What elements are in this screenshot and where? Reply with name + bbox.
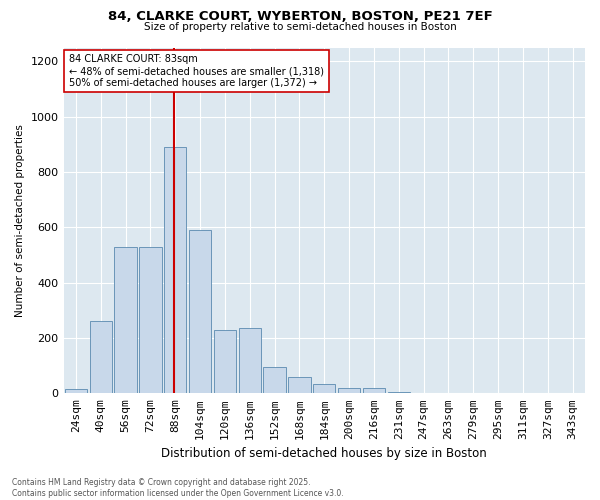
Bar — [164, 147, 187, 394]
Bar — [412, 393, 435, 394]
Text: 84 CLARKE COURT: 83sqm
← 48% of semi-detached houses are smaller (1,318)
50% of : 84 CLARKE COURT: 83sqm ← 48% of semi-det… — [69, 54, 324, 88]
Bar — [65, 389, 87, 394]
Bar — [313, 384, 335, 394]
Bar — [388, 392, 410, 394]
Bar — [115, 246, 137, 394]
X-axis label: Distribution of semi-detached houses by size in Boston: Distribution of semi-detached houses by … — [161, 447, 487, 460]
Y-axis label: Number of semi-detached properties: Number of semi-detached properties — [15, 124, 25, 317]
Bar — [363, 388, 385, 394]
Bar — [189, 230, 211, 394]
Bar — [263, 367, 286, 394]
Bar — [338, 388, 360, 394]
Text: 84, CLARKE COURT, WYBERTON, BOSTON, PE21 7EF: 84, CLARKE COURT, WYBERTON, BOSTON, PE21… — [107, 10, 493, 23]
Bar — [239, 328, 261, 394]
Bar — [139, 246, 161, 394]
Text: Size of property relative to semi-detached houses in Boston: Size of property relative to semi-detach… — [143, 22, 457, 32]
Bar — [214, 330, 236, 394]
Text: Contains HM Land Registry data © Crown copyright and database right 2025.
Contai: Contains HM Land Registry data © Crown c… — [12, 478, 344, 498]
Bar — [89, 322, 112, 394]
Bar — [288, 376, 311, 394]
